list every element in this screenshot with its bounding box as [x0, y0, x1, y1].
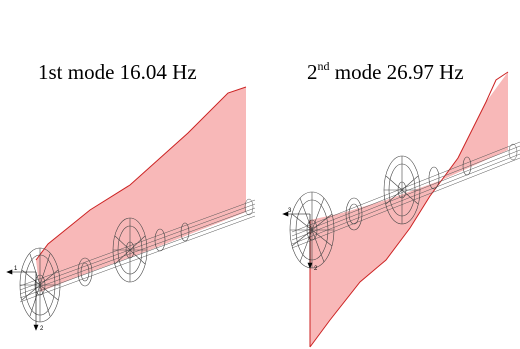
- mode-1-axis-label-1: 1: [14, 266, 18, 272]
- mode-1-title-text: 1st mode 16.04 Hz: [38, 60, 197, 84]
- mode-1-axis-triad: [6, 269, 39, 331]
- mode-2-shape-outline: [309, 71, 509, 348]
- mode-2-diagram: 3 2: [282, 71, 520, 348]
- mode-2-axis-triad: [282, 211, 313, 269]
- mode-2-shape: [310, 72, 508, 347]
- mode-1-shape: [36, 87, 246, 292]
- mode-2-panel: 2nd mode 26.97 Hz: [262, 0, 520, 349]
- mode-2-title: 2nd mode 26.97 Hz: [307, 59, 464, 87]
- mode-1-disc-medium: [112, 217, 148, 283]
- mode-2-shaft: [291, 141, 520, 249]
- mode-2-disc-end: [428, 156, 472, 190]
- mode-1-axis-label-2: 2: [40, 326, 44, 332]
- mode-1-panel: 1st mode 16.04 Hz: [6, 60, 256, 332]
- mode-1-disc-end: [154, 222, 190, 252]
- mode-2-axis-label-3: 3: [288, 208, 292, 214]
- mode-2-disc-small: [345, 197, 363, 231]
- mode-1-disc-small: [77, 257, 93, 287]
- mode-1-title: 1st mode 16.04 Hz: [38, 60, 197, 84]
- mode-2-disc-large: [289, 191, 335, 269]
- mode-1-shape-outline: [35, 86, 247, 261]
- mode-2-title-superscript: nd: [317, 59, 330, 73]
- mode-2-title-rest: mode 26.97 Hz: [329, 60, 464, 84]
- mode-2-disc-medium: [383, 155, 421, 225]
- mode-1-diagram: 1 2: [6, 86, 256, 332]
- mode-2-axis-label-2: 2: [314, 266, 318, 272]
- mode-1-disc-large: [19, 247, 61, 323]
- mode-2-title-ordinal: 2: [307, 60, 318, 84]
